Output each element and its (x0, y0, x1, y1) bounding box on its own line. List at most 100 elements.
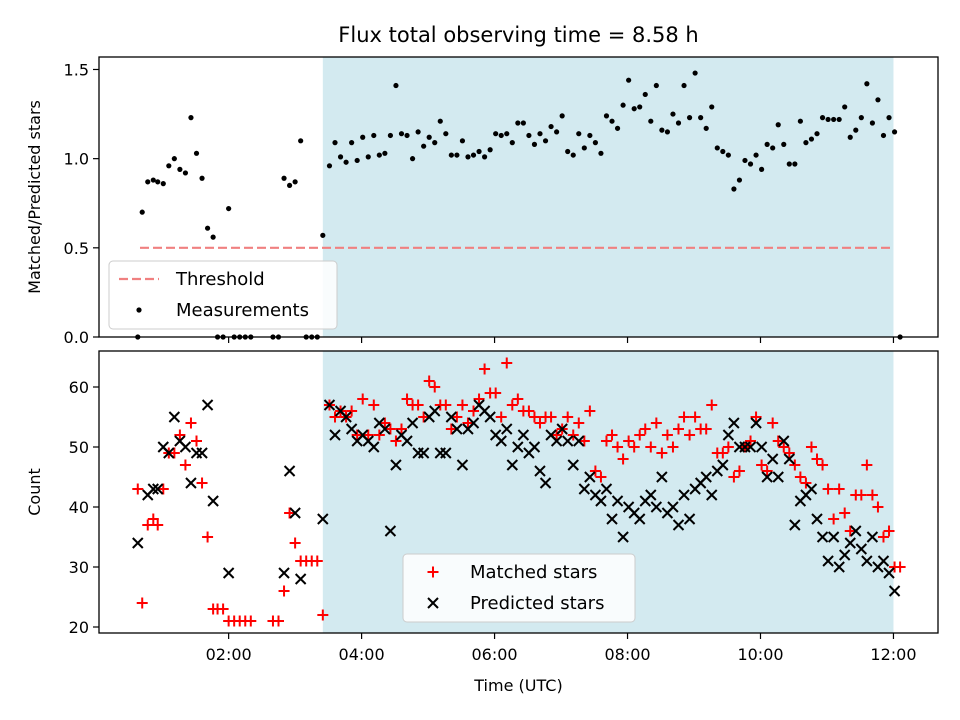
measurement-point (576, 131, 582, 137)
matched-star-point (678, 411, 690, 423)
matched-star-point (833, 483, 845, 495)
matched-star-point (311, 555, 323, 567)
matched-star-point (512, 393, 524, 405)
predicted-star-point (345, 423, 358, 435)
matched-star-point (839, 507, 851, 519)
predicted-star-point (147, 483, 160, 495)
measurement-point (736, 177, 743, 183)
matched-star-point (589, 465, 601, 477)
matched-star-point (351, 429, 363, 441)
measurement-point (199, 175, 205, 181)
matched-star-point (600, 435, 612, 447)
measurement-point (465, 154, 471, 160)
legend-measurement-key (136, 307, 142, 313)
measurement-point (150, 177, 156, 183)
matched-star-point (617, 453, 629, 465)
measurement-point (531, 141, 538, 147)
measurement-point (210, 234, 216, 240)
measurement-point (631, 106, 637, 112)
matched-star-point (894, 561, 906, 573)
measurement-point (376, 152, 382, 158)
measurement-point (487, 147, 493, 153)
predicted-star-point (827, 531, 840, 543)
predicted-star-point (822, 555, 834, 567)
matched-star-point (783, 447, 795, 459)
matched-star-point (700, 423, 712, 435)
measurement-point (792, 161, 798, 167)
measurement-point (504, 131, 510, 137)
measurement-point (443, 131, 449, 137)
predicted-star-point (761, 471, 773, 483)
measurement-point (698, 115, 704, 121)
predicted-star-point (168, 411, 181, 423)
predicted-star-point (368, 441, 380, 453)
predicted-star-point (722, 429, 735, 441)
matched-star-point (717, 447, 729, 459)
matched-star-point (872, 501, 884, 513)
matched-star-point (639, 423, 651, 435)
matched-star-point (384, 423, 396, 435)
y-tick-label: 50 (69, 438, 89, 457)
matched-star-point (462, 417, 474, 429)
predicted-star-point (517, 429, 530, 441)
measurement-point (819, 115, 826, 121)
measurement-point (642, 91, 648, 98)
measurement-point (371, 132, 377, 139)
matched-star-point (761, 465, 773, 477)
measurement-point (814, 131, 820, 137)
predicted-star-point (512, 441, 524, 453)
legend-label: Threshold (175, 269, 265, 290)
measurement-point (858, 115, 864, 121)
predicted-star-point (550, 435, 563, 447)
measurement-point (803, 140, 809, 146)
predicted-star-point (501, 423, 513, 435)
matched-star-point (745, 435, 757, 447)
predicted-star-point (163, 447, 175, 459)
measurement-point (354, 157, 360, 164)
predicted-star-point (484, 411, 496, 423)
predicted-star-point (445, 411, 458, 423)
measurement-point (742, 157, 748, 164)
legend-box (402, 553, 636, 623)
measurement-point (808, 136, 815, 142)
measurement-point (177, 166, 183, 172)
predicted-star-point (650, 501, 663, 513)
matched-star-point (728, 471, 740, 483)
matched-star-point (811, 453, 823, 465)
matched-star-point (817, 459, 829, 471)
measurement-point (670, 111, 676, 117)
measurement-point (498, 132, 504, 139)
measurement-point (731, 186, 737, 192)
measurement-point (182, 170, 189, 176)
matched-star-point (412, 399, 424, 411)
matched-star-point (147, 513, 159, 525)
measurement-point (842, 104, 848, 110)
predicted-star-point (611, 495, 624, 507)
matched-star-point (800, 477, 812, 489)
measurement-point (426, 134, 432, 140)
y-tick-label: 60 (69, 378, 89, 397)
ratio-panel: 0.0 0.5 1.0 1.5 Matched/Predicted stars Thres… (25, 56, 939, 347)
measurement-point (847, 134, 853, 140)
axes-frame (98, 350, 939, 634)
measurement-point (393, 82, 399, 89)
y-tick-label: 40 (69, 498, 89, 517)
matched-star-point (362, 429, 374, 441)
measurement-point (509, 140, 515, 146)
matched-star-point (191, 435, 203, 447)
predicted-star-point (816, 531, 829, 543)
matched-star-point (551, 429, 563, 441)
predicted-star-point (289, 507, 301, 519)
measurement-point (226, 205, 232, 212)
measurement-point (332, 140, 338, 146)
predicted-star-point (850, 525, 862, 537)
measurement-point (298, 138, 304, 144)
matched-star-point (395, 423, 407, 435)
predicted-star-point (805, 483, 818, 495)
legend: Threshold Measurements (108, 260, 338, 330)
predicted-star-point (700, 471, 712, 483)
x-axis-label: Time (UTC) (473, 676, 562, 695)
matched-star-point (750, 411, 762, 423)
matched-star-point (136, 597, 148, 609)
